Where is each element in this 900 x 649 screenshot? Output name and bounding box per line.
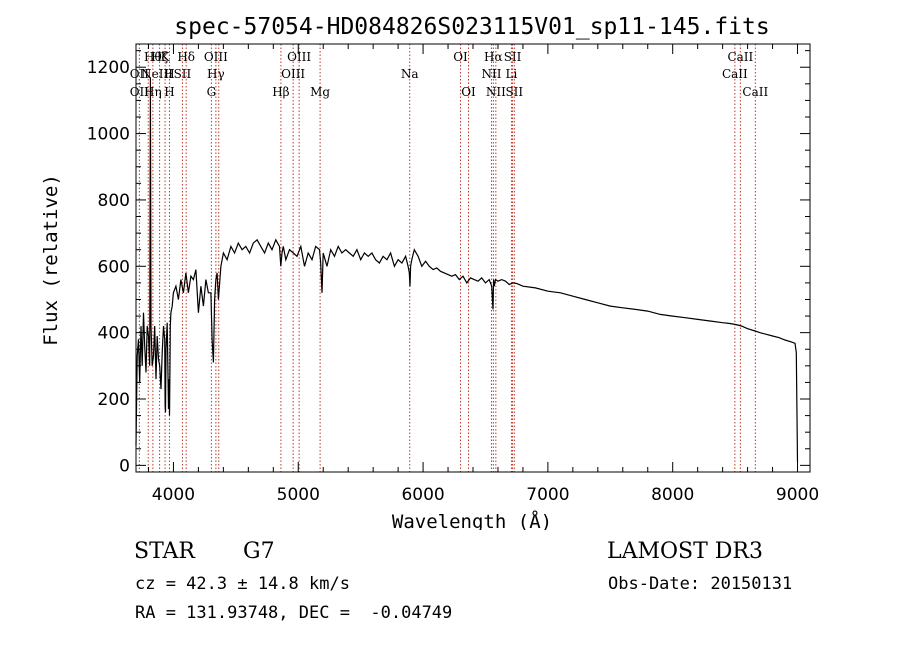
spectrum-series-line xyxy=(135,77,799,463)
plot-frame xyxy=(135,43,811,473)
line-label: SII xyxy=(505,85,523,99)
line-label: Na xyxy=(401,67,419,81)
coordinates: RA = 131.93748, DEC = -0.04749 xyxy=(135,603,453,623)
x-tick-label: 7000 xyxy=(526,485,569,505)
line-label: OIII xyxy=(281,67,305,81)
y-axis: 0 200 400 600 800 1000 1200 xyxy=(87,50,810,476)
obs-date: Obs-Date: 20150131 xyxy=(608,574,793,594)
line-markers xyxy=(138,44,756,472)
x-tick-label: 6000 xyxy=(401,485,444,505)
line-label: Hδ xyxy=(177,50,195,64)
line-label: Hβ xyxy=(272,85,289,99)
x-tick-label: 4000 xyxy=(152,485,195,505)
line-label: Hζ xyxy=(151,50,168,64)
line-label: H xyxy=(164,85,174,99)
line-label: H xyxy=(164,67,174,81)
line-label: SII xyxy=(504,50,522,64)
line-label: Hα xyxy=(484,50,503,64)
y-tick-label: 0 xyxy=(119,456,130,476)
line-label: CaII xyxy=(722,67,748,81)
line-label: Hη xyxy=(144,85,162,99)
line-label: Hθ xyxy=(144,50,162,64)
x-tick-label: 8000 xyxy=(651,485,694,505)
chart-title: spec-57054-HD084826S023115V01_sp11-145.f… xyxy=(174,14,769,40)
x-axis: 4000 5000 6000 7000 8000 9000 xyxy=(147,44,819,505)
line-label: OII xyxy=(130,67,150,81)
y-tick-label: 1000 xyxy=(87,125,130,145)
y-axis-label: Flux (relative) xyxy=(40,174,62,346)
y-tick-label: 1200 xyxy=(87,58,130,78)
line-label: Li xyxy=(506,67,518,81)
line-label: OI xyxy=(461,85,476,99)
line-label: OIII xyxy=(204,50,228,64)
object-type: STAR xyxy=(134,539,195,564)
line-label: K xyxy=(161,50,171,64)
line-label: NII xyxy=(486,85,506,99)
x-tick-label: 5000 xyxy=(277,485,320,505)
subclass: G7 xyxy=(243,539,275,564)
x-tick-label: 9000 xyxy=(776,485,819,505)
y-tick-label: 400 xyxy=(98,324,130,344)
y-tick-label: 600 xyxy=(98,257,130,277)
y-tick-label: 200 xyxy=(98,390,130,410)
redshift-value: cz = 42.3 ± 14.8 km/s xyxy=(135,574,350,594)
line-label: NeIII xyxy=(141,67,173,81)
line-label: OII xyxy=(130,85,150,99)
line-label: Mg xyxy=(310,85,330,99)
line-label: CaII xyxy=(727,50,753,64)
line-label: SII xyxy=(174,67,192,81)
line-label: CaII xyxy=(742,85,768,99)
spectrum-chart: spec-57054-HD084826S023115V01_sp11-145.f… xyxy=(40,14,819,530)
line-label: OI xyxy=(453,50,468,64)
survey-name: LAMOST DR3 xyxy=(607,539,763,564)
x-axis-label: Wavelength (Å) xyxy=(392,510,552,530)
line-label: G xyxy=(207,85,217,99)
line-label: OIII xyxy=(287,50,311,64)
y-tick-label: 800 xyxy=(98,191,130,211)
line-label: NII xyxy=(481,67,501,81)
line-label: Hγ xyxy=(207,67,225,81)
